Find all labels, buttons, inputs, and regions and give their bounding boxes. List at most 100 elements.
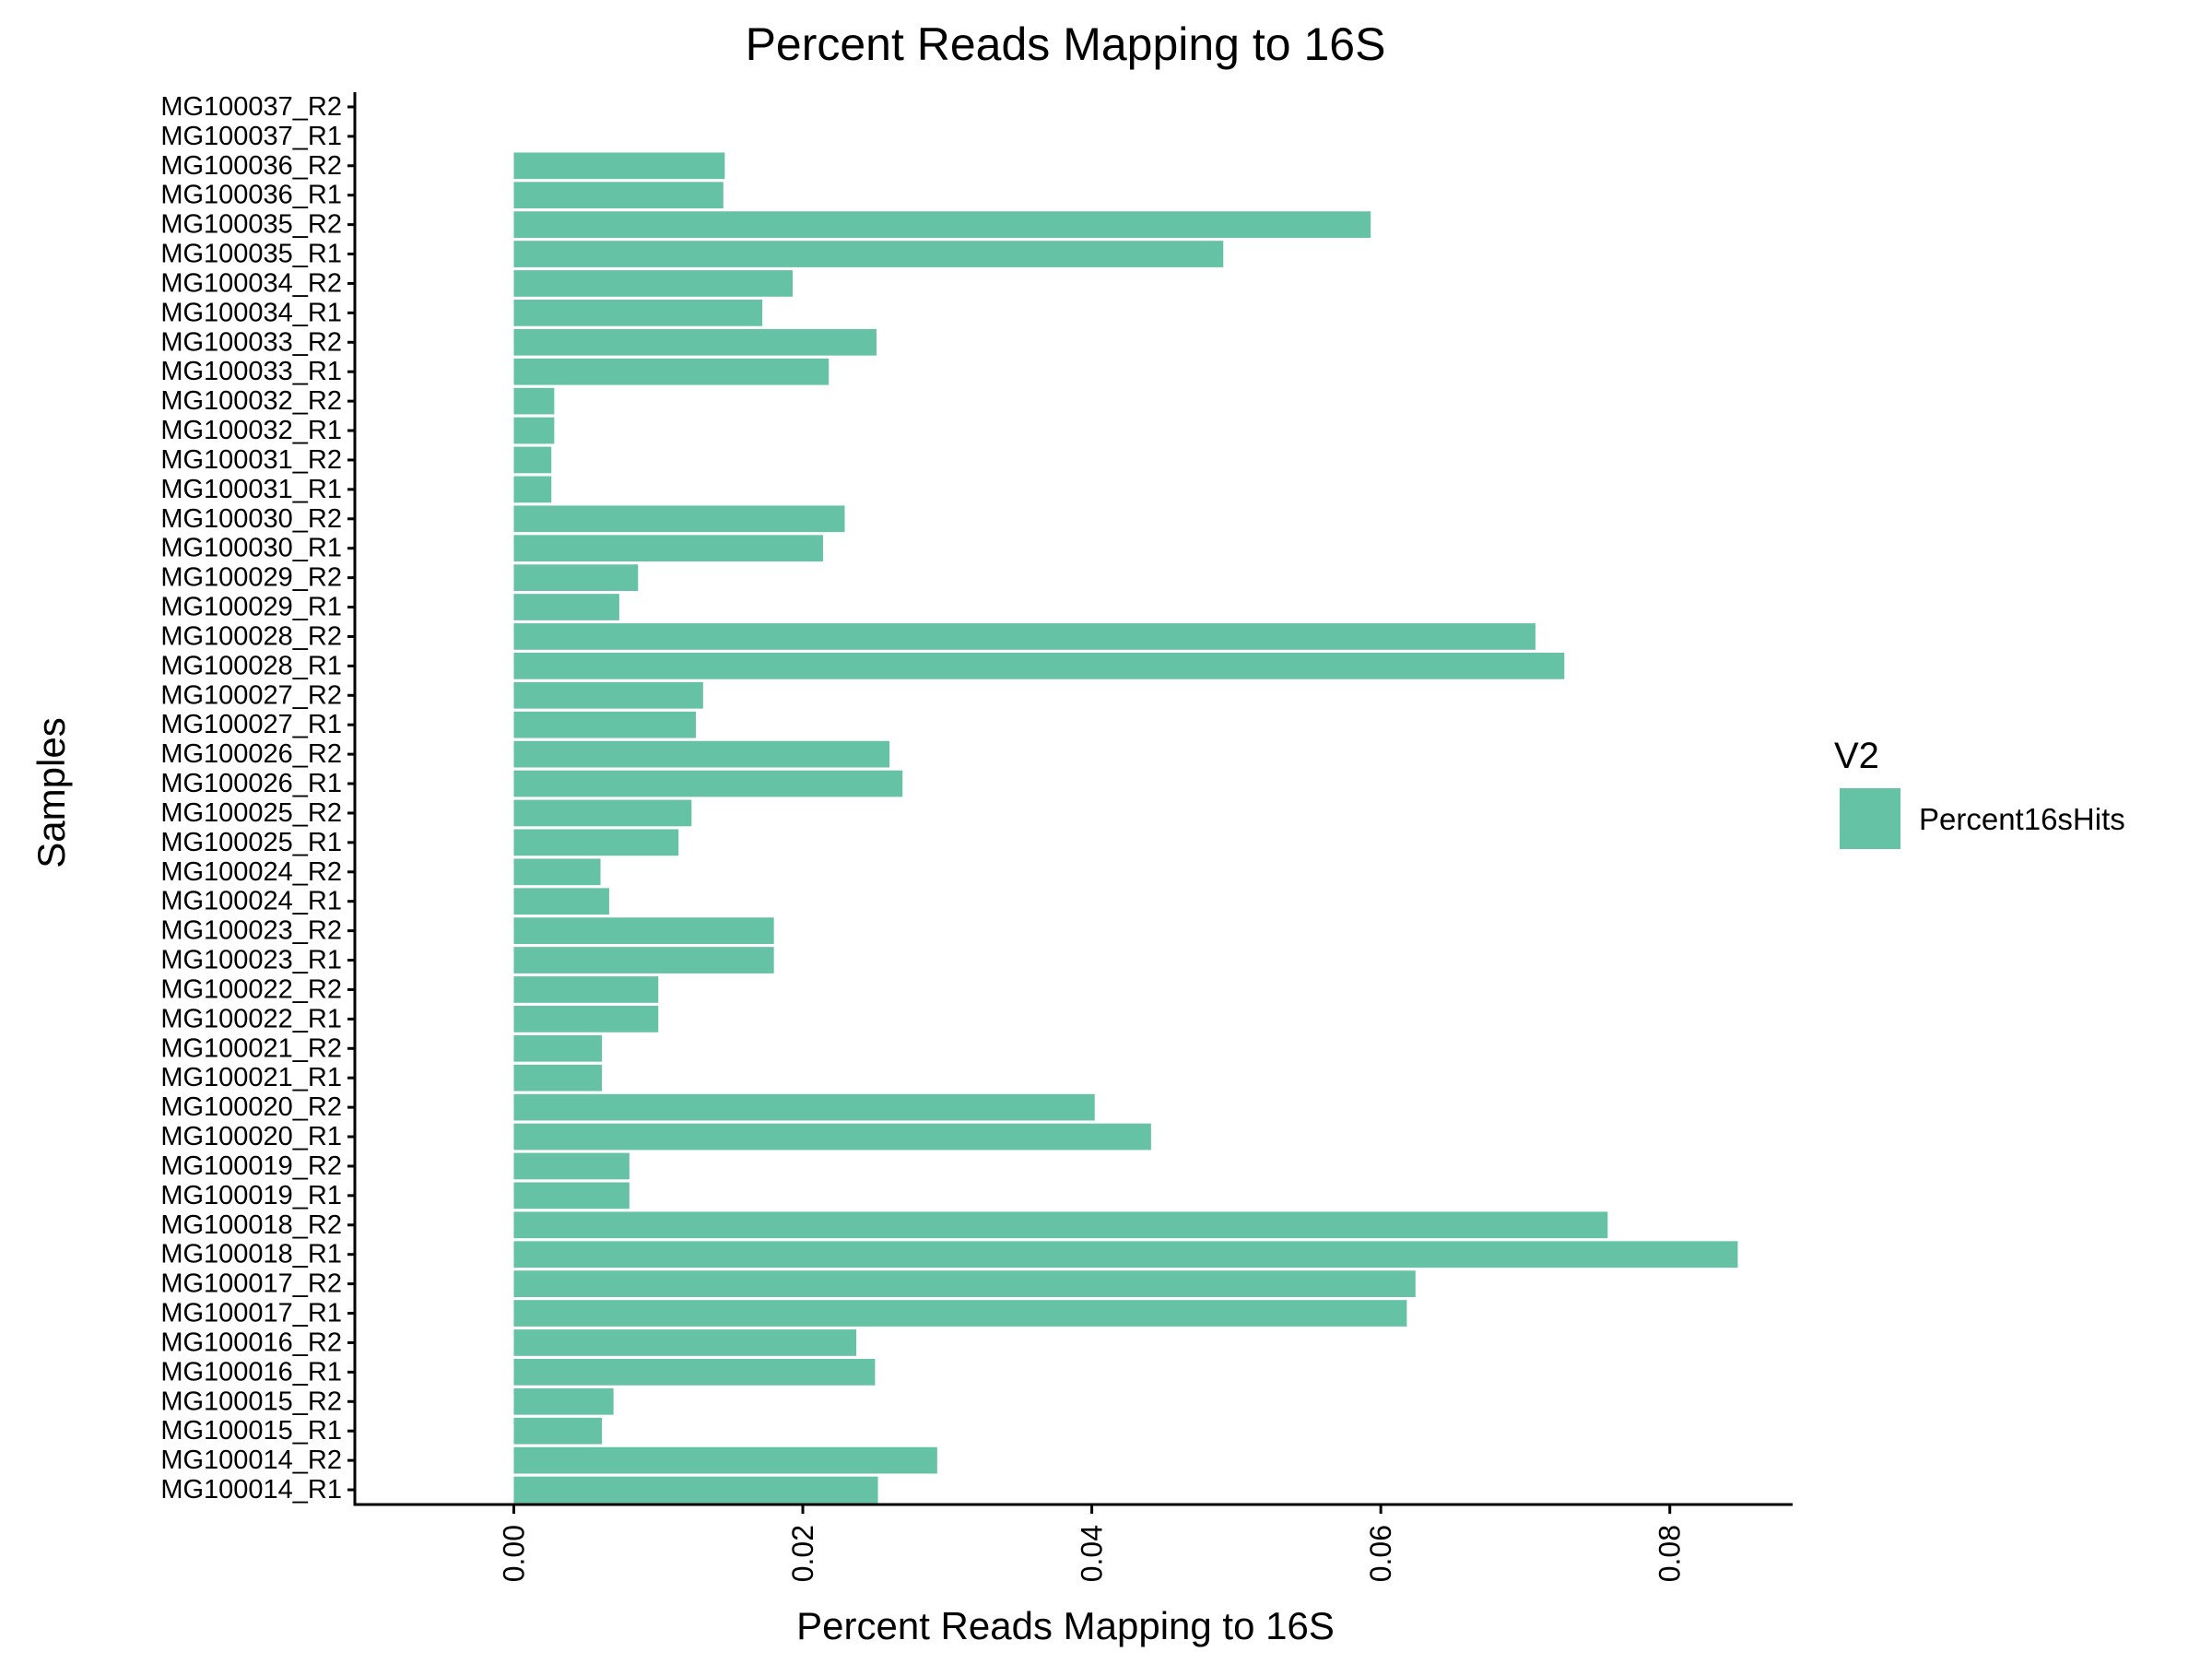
bar-MG100016_R2 [513,1329,857,1356]
y-tick-label: MG100029_R2 [160,563,342,593]
y-tick-label: MG100033_R1 [160,357,342,386]
y-tick-label: MG100020_R1 [160,1122,342,1151]
y-tick-label: MG100017_R1 [160,1299,342,1328]
bar-MG100028_R2 [513,623,1535,650]
bar-MG100033_R2 [513,328,877,356]
y-tick-label: MG100026_R2 [160,739,342,769]
bar-MG100019_R1 [513,1182,629,1210]
y-tick-label: MG100016_R2 [160,1328,342,1357]
bar-MG100031_R1 [513,476,552,503]
y-tick-label: MG100030_R2 [160,504,342,534]
y-tick-label: MG100024_R1 [160,887,342,916]
y-tick-label: MG100036_R1 [160,181,342,210]
bars-group [513,152,1738,1504]
y-tick-label: MG100018_R2 [160,1210,342,1240]
y-tick-label: MG100037_R1 [160,122,342,151]
y-tick-label: MG100022_R1 [160,1004,342,1033]
bar-MG100029_R1 [513,594,619,620]
y-tick-label: MG100021_R2 [160,1033,342,1063]
y-tick-label: MG100034_R2 [160,268,342,298]
bar-MG100023_R1 [513,947,774,974]
y-tick-label: MG100014_R1 [160,1475,342,1505]
bar-MG100030_R1 [513,535,823,562]
y-tick-label: MG100023_R2 [160,916,342,946]
bar-MG100027_R1 [513,711,697,738]
y-tick-label: MG100035_R2 [160,210,342,240]
bar-MG100027_R2 [513,681,703,709]
bar-MG100022_R1 [513,1006,659,1033]
bar-MG100017_R2 [513,1270,1416,1297]
bar-MG100032_R2 [513,387,555,415]
y-tick-label: MG100014_R2 [160,1446,342,1475]
y-tick-label: MG100024_R2 [160,857,342,887]
bar-MG100022_R2 [513,976,659,1003]
y-tick-label: MG100037_R2 [160,92,342,122]
legend-key-swatch [1840,788,1900,849]
bar-MG100015_R2 [513,1387,614,1415]
x-tick-label: 0.06 [1364,1525,1397,1582]
y-tick-label: MG100025_R1 [160,828,342,857]
y-tick-label: MG100016_R1 [160,1357,342,1387]
bar-MG100024_R1 [513,888,609,915]
bar-MG100026_R1 [513,770,903,797]
bar-MG100032_R1 [513,417,555,444]
bar-MG100034_R1 [513,300,763,326]
bar-MG100021_R2 [513,1034,603,1062]
y-tick-label: MG100018_R1 [160,1240,342,1269]
y-tick-label: MG100028_R1 [160,651,342,680]
bar-MG100016_R1 [513,1359,876,1386]
y-tick-label: MG100019_R2 [160,1151,342,1181]
y-tick-label: MG100031_R2 [160,445,342,475]
y-tick-label: MG100032_R1 [160,416,342,445]
bar-MG100033_R1 [513,358,830,385]
bar-MG100014_R1 [513,1476,878,1504]
bar-MG100023_R2 [513,917,774,944]
y-tick-label: MG100034_R1 [160,298,342,327]
y-tick-label: MG100022_R2 [160,974,342,1004]
chart-title: Percent Reads Mapping to 16S [746,18,1386,70]
y-tick-label: MG100020_R2 [160,1092,342,1122]
bar-MG100034_R2 [513,270,794,297]
bar-MG100015_R1 [513,1417,603,1445]
y-tick-label: MG100036_R2 [160,151,342,181]
y-axis-ticks: MG100014_R1MG100014_R2MG100015_R1MG10001… [160,92,355,1505]
bar-MG100025_R2 [513,799,692,827]
bar-MG100030_R2 [513,505,845,533]
bar-MG100031_R2 [513,446,552,474]
bar-MG100026_R2 [513,740,890,768]
x-axis-title: Percent Reads Mapping to 16S [796,1604,1335,1647]
y-tick-label: MG100019_R1 [160,1181,342,1210]
bar-MG100035_R1 [513,241,1224,267]
y-tick-label: MG100017_R2 [160,1269,342,1299]
x-tick-label: 0.08 [1653,1525,1687,1582]
y-tick-label: MG100026_R1 [160,769,342,798]
y-tick-label: MG100015_R1 [160,1416,342,1446]
x-axis-ticks: 0.00 0.02 0.04 0.06 0.08 [497,1505,1687,1582]
legend: V2 Percent16sHits [1834,736,2125,849]
y-tick-label: MG100027_R1 [160,710,342,739]
legend-entry-label: Percent16sHits [1919,802,2125,836]
bar-MG100018_R2 [513,1211,1608,1239]
y-tick-label: MG100035_R1 [160,240,342,269]
bar-MG100025_R1 [513,829,679,856]
bar-MG100028_R1 [513,653,1565,679]
bar-MG100020_R1 [513,1123,1151,1151]
y-tick-label: MG100025_R2 [160,798,342,828]
bar-MG100020_R2 [513,1093,1095,1121]
y-tick-label: MG100015_R2 [160,1387,342,1416]
bar-MG100036_R2 [513,152,725,180]
bar-MG100019_R2 [513,1152,629,1180]
bar-MG100024_R2 [513,858,601,886]
y-tick-label: MG100033_R2 [160,327,342,357]
x-tick-label: 0.00 [497,1525,530,1582]
y-tick-label: MG100031_R1 [160,475,342,504]
bar-MG100021_R1 [513,1064,603,1092]
y-tick-label: MG100027_R2 [160,680,342,710]
bar-MG100036_R1 [513,182,724,209]
y-tick-label: MG100032_R2 [160,386,342,416]
y-tick-label: MG100029_R1 [160,593,342,622]
bar-MG100029_R2 [513,564,639,591]
bar-MG100017_R1 [513,1300,1407,1327]
